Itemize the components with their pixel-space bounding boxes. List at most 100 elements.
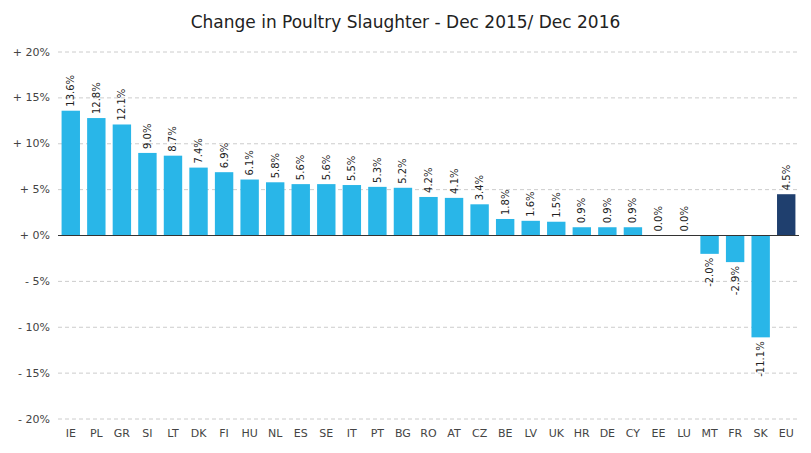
- x-tick-label: GR: [114, 427, 131, 440]
- grid-line: [58, 235, 799, 236]
- data-label: 5.8%: [270, 153, 281, 178]
- bar: [573, 227, 591, 235]
- bar: [164, 156, 182, 236]
- grid-line: [58, 419, 799, 420]
- x-tick-label: PL: [90, 427, 104, 440]
- bar: [138, 153, 156, 236]
- bar: [266, 182, 284, 235]
- y-tick-label: - 20%: [18, 413, 50, 426]
- x-tick-label: SI: [142, 427, 152, 440]
- bars: [62, 111, 796, 338]
- x-tick-label: PT: [371, 427, 385, 440]
- x-tick-label: ES: [294, 427, 308, 440]
- x-tick-label: NL: [268, 427, 283, 440]
- x-tick-label: CY: [626, 427, 640, 440]
- x-tick-label: RO: [420, 427, 437, 440]
- grid-line: [58, 327, 799, 328]
- data-label: 5.3%: [372, 157, 383, 182]
- x-tick-label: DE: [600, 427, 615, 440]
- data-label: 1.6%: [525, 191, 536, 216]
- bar: [419, 197, 437, 236]
- x-tick-label: UK: [549, 427, 565, 440]
- y-tick-label: + 5%: [20, 183, 50, 196]
- data-label: 7.4%: [193, 138, 204, 163]
- grid-line: [58, 373, 799, 374]
- bar: [751, 236, 769, 338]
- bar: [777, 194, 795, 235]
- data-label: 12.8%: [91, 82, 102, 114]
- x-tick-label: AT: [447, 427, 461, 440]
- bar: [368, 187, 386, 236]
- bar: [522, 221, 540, 236]
- x-tick-label: CZ: [472, 427, 488, 440]
- bar: [496, 219, 514, 236]
- bar: [547, 222, 565, 236]
- data-label: -11.1%: [755, 341, 766, 376]
- x-tick-label: EU: [779, 427, 794, 440]
- bar: [394, 188, 412, 236]
- data-label: 4.1%: [449, 168, 460, 193]
- data-label: 5.6%: [295, 155, 306, 180]
- data-label: 13.6%: [65, 75, 76, 107]
- chart: Change in Poultry Slaughter - Dec 2015/ …: [0, 0, 811, 453]
- x-tick-label: FI: [219, 427, 229, 440]
- data-label: 4.2%: [423, 168, 434, 193]
- bar: [624, 227, 642, 235]
- y-tick-label: - 15%: [18, 367, 50, 380]
- y-tick-label: + 0%: [20, 229, 50, 242]
- y-tick-label: + 20%: [13, 46, 50, 59]
- x-tick-label: HR: [574, 427, 590, 440]
- grid-line: [58, 97, 799, 98]
- bar: [292, 184, 310, 235]
- data-label: 9.0%: [142, 124, 153, 149]
- x-tick-label: IE: [66, 427, 76, 440]
- x-tick-label: SE: [319, 427, 333, 440]
- x-tick-label: MT: [701, 427, 717, 440]
- bar: [215, 172, 233, 235]
- bar: [598, 227, 616, 235]
- data-label: 12.1%: [116, 89, 127, 121]
- y-tick-label: - 10%: [18, 321, 50, 334]
- bar: [62, 111, 80, 236]
- x-tick-label: HU: [241, 427, 257, 440]
- grid: [58, 52, 799, 419]
- data-label: 3.4%: [474, 175, 485, 200]
- data-label: 5.6%: [321, 155, 332, 180]
- data-label: 0.0%: [653, 206, 664, 231]
- data-label: 6.9%: [219, 143, 230, 168]
- x-tick-label: LT: [167, 427, 179, 440]
- data-label: 0.9%: [627, 198, 638, 223]
- bar: [343, 185, 361, 235]
- bar: [240, 180, 258, 236]
- data-label: 4.5%: [781, 165, 792, 190]
- x-tick-label: BE: [498, 427, 513, 440]
- x-tick-label: DK: [191, 427, 207, 440]
- data-label: 1.5%: [551, 192, 562, 217]
- data-label: 0.0%: [679, 206, 690, 231]
- bar: [470, 204, 488, 235]
- data-label: -2.0%: [704, 258, 715, 287]
- data-label: 1.8%: [500, 190, 511, 215]
- bar: [445, 198, 463, 236]
- data-label: 0.9%: [576, 198, 587, 223]
- bar: [317, 184, 335, 235]
- bar: [113, 124, 131, 235]
- title: Change in Poultry Slaughter - Dec 2015/ …: [191, 12, 621, 32]
- x-tick-label: LV: [524, 427, 537, 440]
- x-tick-label: IT: [347, 427, 357, 440]
- data-label: 5.2%: [397, 158, 408, 183]
- bar: [726, 236, 744, 263]
- x-tick-label: EE: [652, 427, 666, 440]
- grid-line: [58, 281, 799, 282]
- bar: [700, 236, 718, 254]
- x-tick-label: BG: [395, 427, 411, 440]
- y-tick-label: + 15%: [13, 91, 50, 104]
- x-tick-label: LU: [677, 427, 691, 440]
- bar: [189, 168, 207, 236]
- y-tick-label: - 5%: [25, 275, 50, 288]
- data-label: 8.7%: [167, 126, 178, 151]
- data-label: 6.1%: [244, 150, 255, 175]
- x-tick-label: SK: [754, 427, 769, 440]
- data-label: 5.5%: [346, 156, 357, 181]
- data-label: -2.9%: [730, 266, 741, 295]
